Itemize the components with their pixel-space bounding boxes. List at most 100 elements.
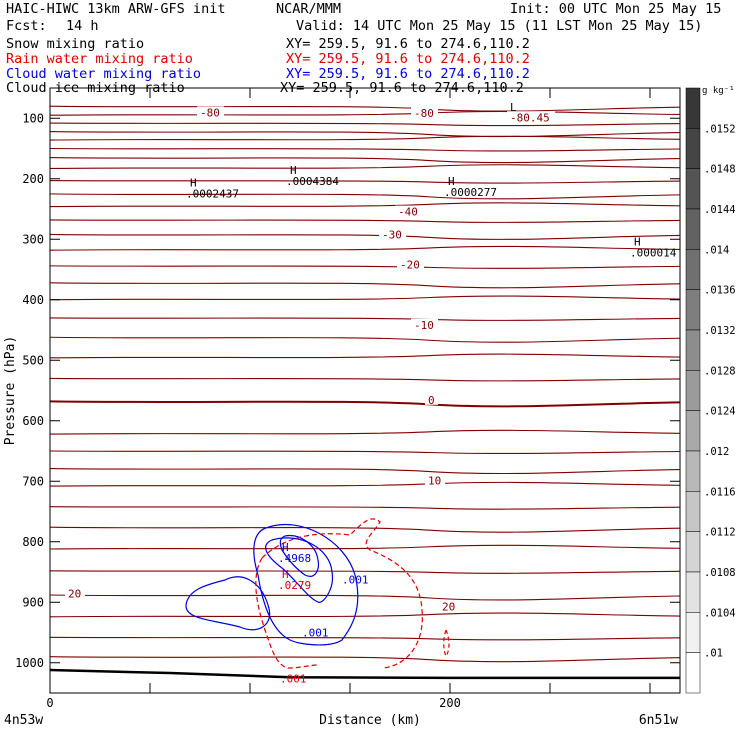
field-rain-label: Rain water mixing ratio: [6, 51, 193, 67]
temperature-contour: [49, 122, 681, 127]
contour-label-bg: [397, 258, 424, 270]
colorbar-tick-label: .012: [704, 446, 729, 458]
contour-label: 20: [442, 601, 455, 614]
contour-label-bg: [411, 318, 438, 330]
valid-time: Valid: 14 UTC Mon 25 May 15 (11 LST Mon …: [296, 18, 703, 34]
extremum-marker: H: [282, 541, 289, 554]
model-title: HAIC-HIWC 13km ARW-GFS init: [6, 1, 226, 17]
temperature-contour: [49, 105, 681, 112]
y-tick-label: 500: [22, 353, 44, 367]
org-label: NCAR/MMM: [276, 1, 342, 17]
contour-label-bg: [197, 106, 224, 118]
colorbar-segment: [685, 128, 701, 169]
extremum-value: .0002437: [186, 188, 239, 201]
contour-label: 20: [68, 587, 81, 600]
colorbar-tick-label: .01: [704, 648, 723, 660]
temperature-contour: [49, 233, 681, 240]
contour-label-bg: [65, 587, 85, 599]
y-axis-label: Pressure (hPa): [3, 336, 18, 446]
colorbar-tick-label: .0128: [704, 365, 736, 377]
right-endpoint-label: 6n51w: [639, 713, 678, 728]
extremum-marker: H: [190, 177, 197, 190]
y-tick-label: 300: [22, 232, 44, 246]
contour-label-bg: [379, 228, 406, 240]
y-tick-label: 200: [22, 172, 44, 186]
temperature-contour: [49, 594, 681, 601]
contour-label-bg: [395, 205, 422, 217]
temperature-contour: [49, 317, 681, 321]
temperature-contour: [49, 336, 681, 343]
rain-water-contours: [255, 518, 450, 669]
surface-pressure-line: [49, 668, 680, 680]
temperature-contour: [49, 353, 681, 359]
temperature-contour: [49, 636, 681, 641]
temperature-contour: [49, 467, 681, 475]
temperature-contour: [49, 506, 681, 510]
contour-value-label: .001: [342, 573, 369, 586]
x-tick-label: 200: [439, 696, 461, 710]
y-tick-label: 1000: [15, 656, 44, 670]
field-cloudwater-xy: XY= 259.5, 91.6 to 274.6,110.2: [286, 66, 530, 82]
field-cloudwater-label: Cloud water mixing ratio: [6, 66, 202, 82]
colorbar-tick-label: .0108: [704, 567, 736, 579]
temperature-contour: [49, 135, 681, 141]
rain-water-contour-main: [255, 518, 423, 669]
plot-frame: [49, 87, 681, 694]
temperature-contour: [49, 526, 681, 533]
y-tick-label: 700: [22, 474, 44, 488]
contour-label: 0: [428, 394, 435, 407]
field-rain-xy: XY= 259.5, 91.6 to 274.6,110.2: [286, 51, 530, 67]
colorbar-tick-label: .0112: [704, 527, 736, 539]
y-tick-label: 900: [22, 595, 44, 609]
extremum-value: .0000277: [444, 186, 497, 199]
temperature-contour: [49, 219, 681, 223]
field-snow-xy: XY= 259.5, 91.6 to 274.6,110.2: [286, 36, 530, 52]
colorbar-tick-label: .0152: [704, 123, 736, 135]
contour-label-bg: [425, 393, 438, 405]
init-time: Init: 00 UTC Mon 25 May 15: [510, 1, 722, 17]
colorbar-segment: [685, 450, 701, 492]
colorbar-segment: [685, 410, 701, 452]
temperature-contour: [49, 450, 681, 455]
contour-label: -20: [400, 258, 420, 271]
colorbar: .01 .0104 .0108 .0112 .0116 .012 .0124 .0128 .01…: [685, 86, 736, 694]
temperature-contour: [49, 110, 681, 116]
extremum-value: .000014: [630, 246, 677, 259]
contour-label-bg: [411, 107, 438, 119]
contour-label: -80: [200, 106, 220, 119]
temperature-contour: [49, 400, 681, 408]
cloud-water-contours: [185, 523, 359, 646]
colorbar-segment: [685, 612, 701, 653]
extremum-marker: H: [448, 175, 455, 188]
colorbar-segment: [685, 571, 701, 613]
colorbar-tick-label: .0104: [704, 607, 736, 619]
cloud-water-contour-outer: [253, 523, 359, 646]
temperature-contour: [49, 157, 681, 164]
colorbar-tick-label: .0144: [704, 204, 736, 216]
contour-label: -80: [414, 107, 434, 120]
temperature-contour: [49, 265, 681, 269]
temperature-contour: [49, 193, 681, 200]
temperature-contour: [49, 164, 681, 170]
colorbar-segment: [685, 289, 701, 331]
colorbar-segment: [685, 208, 701, 250]
colorbar-segment: [685, 370, 701, 411]
extremum-marker: L: [510, 101, 517, 114]
colorbar-segment: [685, 329, 701, 371]
temperature-contour: [49, 612, 681, 618]
temperature-contour: [49, 544, 681, 550]
temperature-contour: [49, 131, 681, 138]
y-tick-label: 100: [22, 111, 44, 125]
contour-label: -80.45: [510, 111, 550, 124]
colorbar-tick-label: .0136: [704, 285, 736, 297]
temperature-contour: [49, 245, 681, 251]
forecast-label: Fcst:: [6, 18, 47, 34]
contour-label: 10: [428, 474, 441, 487]
contour-labels: -80 -80 -80.45-40-30-20-100102020H.0004384…: [65, 101, 677, 686]
rain-water-contour-small: [443, 628, 450, 658]
cloud-water-contour-inner: [279, 534, 320, 577]
contour-label: -40: [398, 206, 418, 219]
colorbar-tick-label: .0124: [704, 406, 736, 418]
